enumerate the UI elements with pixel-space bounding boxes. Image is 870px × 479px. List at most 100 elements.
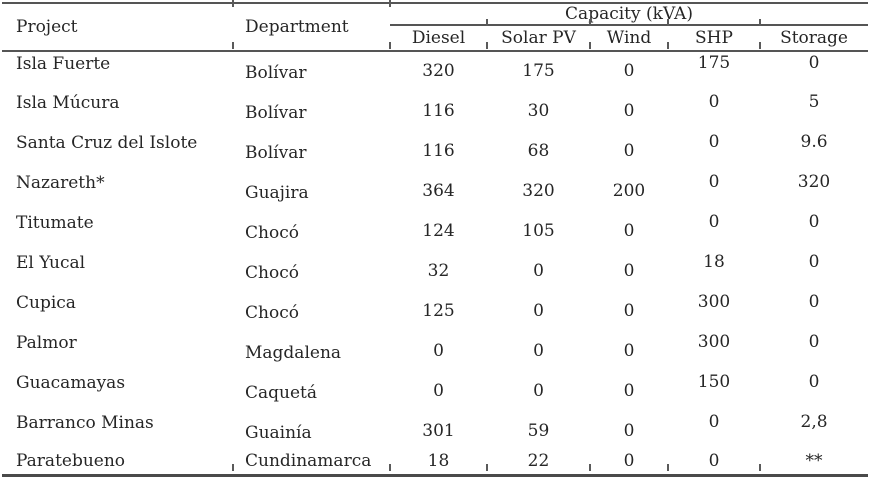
shp-cell: 0 [708,92,720,112]
wind-cell: 200 [612,181,646,201]
rule-tick [759,42,761,49]
wind-cell: 0 [623,301,635,321]
table-row: Paratebueno Cundinamarca 18 22 0 0 ** [2,451,868,476]
shp-cell: 300 [697,332,731,352]
solar-pv-cell: 22 [527,451,550,471]
storage-cell: 9.6 [800,132,828,152]
diesel-cell: 0 [433,381,444,401]
solar-pv-cell: 0 [533,301,544,321]
project-cell: El Yucal [16,253,86,273]
solar-pv-cell: 59 [527,421,550,441]
shp-cell: 150 [697,372,731,392]
solar-pv-cell: 0 [533,341,544,361]
department-cell: Caquetá [245,383,318,403]
project-cell: Barranco Minas [16,413,154,433]
wind-cell: 0 [623,221,635,241]
diesel-cell: 0 [433,341,444,361]
project-cell: Isla Múcura [16,93,120,113]
rule-tick [232,464,234,471]
solar-pv-cell: 0 [533,261,544,281]
col-header-project: Project [2,3,233,52]
solar-pv-cell: 105 [522,221,555,241]
wind-cell: 0 [623,451,635,471]
storage-cell: 0 [808,332,820,352]
wind-cell: 0 [623,101,635,121]
wind-cell: 0 [623,261,635,281]
rule-tick [589,464,591,471]
diesel-cell: 116 [422,141,455,161]
header-row-group: Project Department Capacity (kVA) [2,3,869,52]
rule-tick [486,464,488,471]
solar-pv-cell: 175 [522,61,555,81]
col-header-shp: SHP [668,25,760,52]
rule-tick [589,19,591,26]
diesel-cell: 18 [427,451,450,471]
project-cell: Santa Cruz del Islote [16,133,198,153]
rule-tick [759,19,761,26]
solar-pv-cell: 68 [527,141,550,161]
storage-cell: ** [805,451,823,471]
storage-cell: 320 [797,172,831,192]
wind-cell: 0 [623,421,635,441]
storage-cell: 0 [808,252,820,272]
col-header-wind: Wind [590,25,668,52]
storage-cell: 2,8 [800,412,828,432]
wind-cell: 0 [623,61,635,81]
col-header-diesel: Diesel [390,25,487,52]
rule-tick [589,42,591,49]
storage-cell: 0 [808,212,820,232]
wind-cell: 0 [623,341,635,361]
department-cell: Chocó [245,263,299,283]
shp-cell: 0 [708,451,720,471]
col-header-storage: Storage [760,25,869,52]
storage-cell: 0 [808,292,820,312]
shp-cell: 175 [697,53,731,73]
rule-tick [759,464,761,471]
department-cell: Bolívar [245,143,307,163]
table-row: Titumate Chocó 124 105 0 0 0 [2,211,868,251]
department-cell: Bolívar [245,103,307,123]
rule-tick [389,0,391,7]
project-cell: Cupica [16,293,76,313]
project-cell: Palmor [16,333,77,353]
rule-tick [486,42,488,49]
department-cell: Chocó [245,303,299,323]
col-header-solar-pv: Solar PV [487,25,590,52]
table-row: Isla Múcura Bolívar 116 30 0 0 5 [2,91,868,131]
rule-tick [667,19,669,26]
diesel-cell: 364 [422,181,455,201]
table-row: Barranco Minas Guainía 301 59 0 0 2,8 [2,411,868,451]
project-cell: Nazareth* [16,173,105,193]
department-cell: Magdalena [245,343,342,363]
wind-cell: 0 [623,381,635,401]
table-row: Isla Fuerte Bolívar 320 175 0 175 0 [2,51,868,91]
shp-cell: 0 [708,132,720,152]
shp-cell: 300 [697,292,731,312]
rule-tick [486,19,488,26]
diesel-cell: 301 [422,421,455,441]
col-group-header-capacity: Capacity (kVA) [390,3,869,26]
project-cell: Paratebueno [16,451,126,471]
department-cell: Guainía [245,423,312,443]
shp-cell: 0 [708,172,720,192]
storage-cell: 0 [808,372,820,392]
header-row-subcolumns: Diesel Solar PV Wind SHP Storage [2,25,869,52]
department-cell: Cundinamarca [245,451,372,471]
department-cell: Guajira [245,183,309,203]
department-cell: Bolívar [245,63,307,83]
table-row: Cupica Chocó 125 0 0 300 0 [2,291,868,331]
department-cell: Chocó [245,223,299,243]
diesel-cell: 124 [422,221,455,241]
col-header-department: Department [233,3,390,52]
rule-tick [667,464,669,471]
shp-cell: 0 [708,212,720,232]
table-row: Santa Cruz del Islote Bolívar 116 68 0 0… [2,131,868,171]
shp-cell: 0 [708,412,720,432]
rule-tick [232,0,234,7]
diesel-cell: 125 [422,301,455,321]
project-cell: Titumate [16,213,94,233]
table-row: Palmor Magdalena 0 0 0 300 0 [2,331,868,371]
table-row: Guacamayas Caquetá 0 0 0 150 0 [2,371,868,411]
